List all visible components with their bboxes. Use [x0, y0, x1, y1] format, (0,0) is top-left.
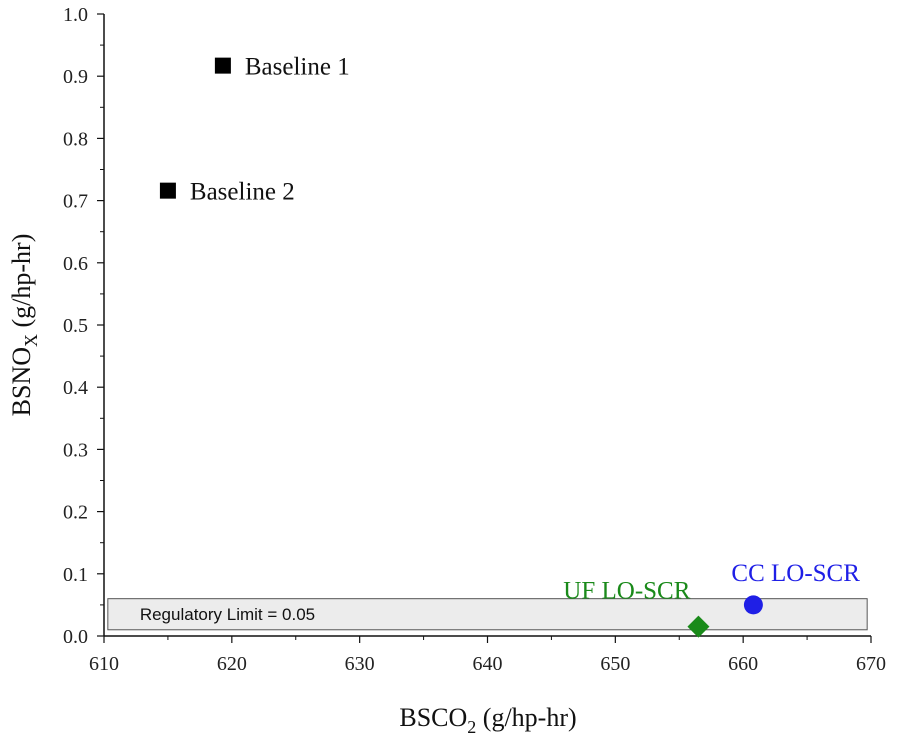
y-tick-label: 0.2 [63, 502, 88, 524]
y-tick-label: 0.5 [63, 315, 88, 337]
label-baseline-1: Baseline 1 [245, 54, 350, 81]
x-tick-label: 630 [345, 653, 375, 675]
regulatory-limit-label: Regulatory Limit = 0.05 [140, 605, 315, 624]
x-axis-title-main: BSCO [399, 703, 467, 732]
y-axis-title-unit: (g/hp-hr) [7, 234, 36, 334]
y-tick-label: 0.8 [63, 128, 88, 150]
y-tick-label: 0.0 [63, 626, 88, 648]
y-axis-title: BSNOX (g/hp-hr) [7, 234, 41, 417]
y-tick-label: 1.0 [63, 4, 88, 26]
x-tick-label: 670 [856, 653, 886, 675]
regulatory-limit-layer: Regulatory Limit = 0.05 [107, 598, 868, 631]
point-uf-lo-scr [687, 615, 710, 638]
regulatory-limit-band [107, 598, 868, 631]
x-tick-label: 660 [728, 653, 758, 675]
point-baseline-1 [214, 57, 231, 74]
y-tick-label: 0.6 [63, 253, 88, 275]
y-axis-title-main: BSNO [7, 347, 36, 416]
y-tick-label: 0.7 [63, 191, 88, 213]
y-tick-label: 0.4 [63, 377, 88, 399]
x-tick-label: 650 [600, 653, 630, 675]
y-tick-label: 0.9 [63, 66, 88, 88]
x-tick-label: 640 [473, 653, 503, 675]
axes [103, 14, 871, 637]
tick-labels: 610 620 630 640 650 660 670 0.0 0.1 0.2 0.3 0.4 0.5 0… [63, 4, 886, 675]
y-tick-label: 0.3 [63, 439, 88, 461]
tick-marks [97, 13, 872, 643]
x-tick-label: 610 [89, 653, 119, 675]
data-points [159, 57, 763, 638]
x-axis-title-subscript: 2 [467, 717, 476, 737]
y-axis-title-subscript: X [21, 334, 41, 347]
label-baseline-2: Baseline 2 [190, 179, 295, 206]
x-axis-title-unit: (g/hp-hr) [476, 703, 576, 732]
point-cc-lo-scr [743, 595, 763, 615]
label-uf-lo-scr: UF LO-SCR [563, 578, 690, 605]
x-axis-title: BSCO2 (g/hp-hr) [399, 703, 576, 737]
y-tick-label: 0.1 [63, 564, 88, 586]
x-tick-label: 620 [217, 653, 247, 675]
point-labels: Baseline 1 Baseline 2 UF LO-SCR CC LO-SCR [190, 54, 860, 605]
point-baseline-2 [159, 182, 176, 199]
label-cc-lo-scr: CC LO-SCR [731, 560, 860, 587]
